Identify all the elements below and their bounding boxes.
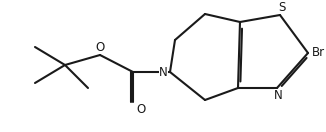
Text: S: S — [278, 1, 286, 14]
Text: N: N — [274, 89, 282, 102]
Text: N: N — [159, 65, 168, 79]
Text: Br: Br — [312, 46, 325, 60]
Text: O: O — [136, 103, 145, 116]
Text: O: O — [96, 41, 105, 54]
